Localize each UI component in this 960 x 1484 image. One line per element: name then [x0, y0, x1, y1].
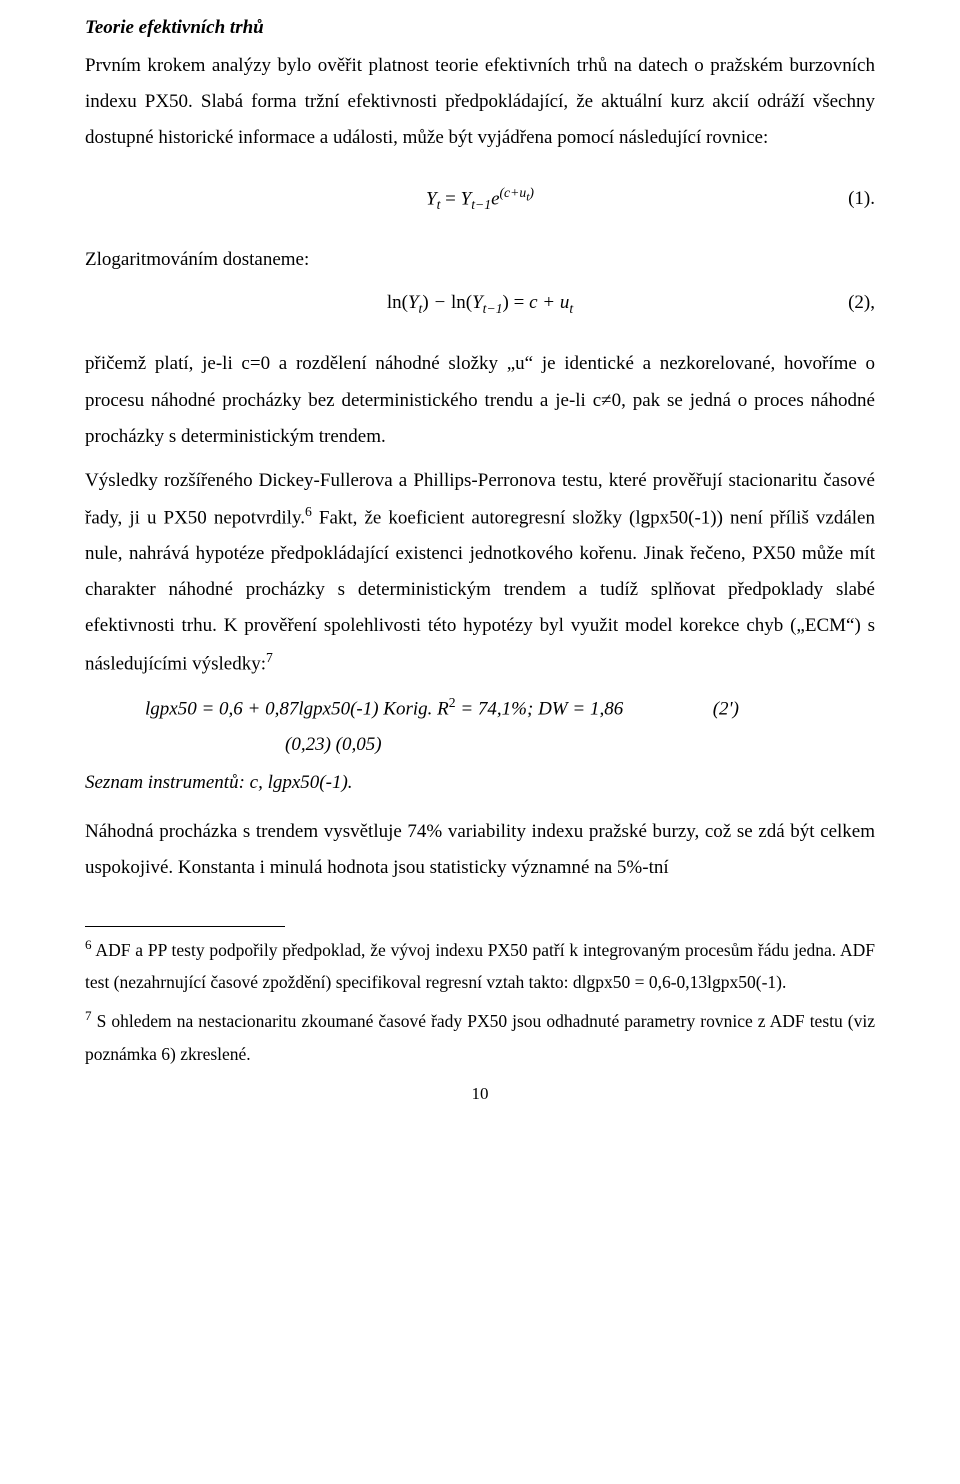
equation-1-row: Yt = Yt−1e(c+ut) (1). [85, 180, 875, 218]
equation-2prime-line2: (0,23) (0,05) [285, 727, 875, 763]
paragraph-1: Prvním krokem analýzy bylo ověřit platno… [85, 48, 875, 156]
footnote-6: 6 ADF a PP testy podpořily předpoklad, ž… [85, 933, 875, 999]
equation-2: ln(Yt) − ln(Yt−1) = c + ut [387, 285, 573, 322]
equation-1: Yt = Yt−1e(c+ut) [426, 180, 534, 218]
equation-2prime-number: (2') [713, 698, 739, 719]
equation-2-row: ln(Yt) − ln(Yt−1) = c + ut (2), [85, 284, 875, 322]
paragraph-3b: Fakt, že koeficient autoregresní složky … [85, 507, 875, 674]
instruments-line: Seznam instrumentů: c, lgpx50(-1). [85, 765, 875, 801]
footnote-7-text: S ohledem na nestacionaritu zkoumané čas… [85, 1011, 875, 1063]
equation-2prime-line1: lgpx50 = 0,6 + 0,87lgpx50(-1) Korig. R2 … [145, 690, 875, 727]
eq2p-l1-right: = 74,1%; DW = 1,86 [456, 698, 624, 719]
paragraph-2: přičemž platí, je-li c=0 a rozdělení náh… [85, 346, 875, 454]
equation-2-number: (2), [848, 285, 875, 321]
footnote-ref-6: 6 [305, 504, 312, 519]
page-number: 10 [85, 1078, 875, 1110]
r-squared-exponent: 2 [449, 695, 456, 710]
footnote-7: 7 S ohledem na nestacionaritu zkoumané č… [85, 1004, 875, 1070]
log-intro: Zlogaritmováním dostaneme: [85, 242, 875, 278]
equation-1-number: (1). [848, 181, 875, 217]
eq2p-l1-left: lgpx50 = 0,6 + 0,87lgpx50(-1) Korig. R [145, 698, 449, 719]
section-title: Teorie efektivních trhů [85, 10, 875, 46]
footnote-ref-7: 7 [266, 650, 273, 665]
paragraph-4: Náhodná procházka s trendem vysvětluje 7… [85, 814, 875, 886]
equation-2prime-block: lgpx50 = 0,6 + 0,87lgpx50(-1) Korig. R2 … [145, 690, 875, 764]
footnote-separator [85, 926, 285, 927]
paragraph-3: Výsledky rozšířeného Dickey-Fullerova a … [85, 463, 875, 682]
footnote-6-text: ADF a PP testy podpořily předpoklad, že … [85, 940, 875, 992]
